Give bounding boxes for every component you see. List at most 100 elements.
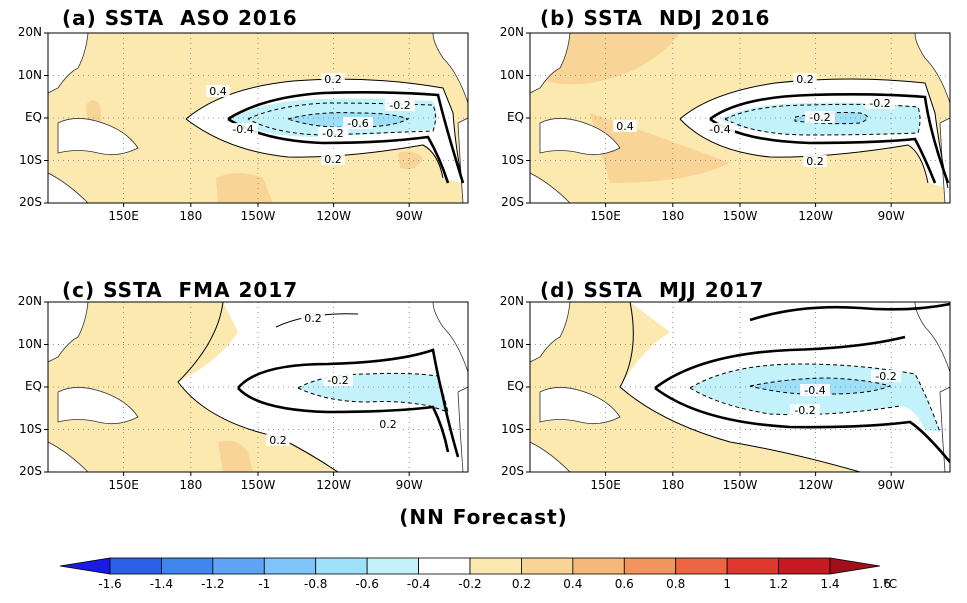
colorbar-bin xyxy=(161,557,214,575)
lon-tick-label: 90W xyxy=(395,478,423,492)
panel-title: (b) SSTA NDJ 2016 xyxy=(540,6,771,30)
coastline xyxy=(57,387,139,425)
coastline xyxy=(530,172,571,203)
colorbar-tick-label: -1.2 xyxy=(201,577,224,591)
lon-tick-label: 90W xyxy=(877,209,905,223)
coastline xyxy=(530,441,571,472)
contour-line xyxy=(689,387,901,416)
colorbar-bin xyxy=(109,557,162,575)
contour-line xyxy=(297,372,449,413)
coastline xyxy=(432,33,468,104)
lat-tick-label: 10N xyxy=(499,67,524,82)
lon-tick-label: 150W xyxy=(722,478,758,492)
panel-title: (d) SSTA MJJ 2017 xyxy=(540,278,765,302)
colorbar-tick-label: 0.8 xyxy=(666,577,685,591)
shaded-anomaly-field: 0.2 -0.2 0.2 0.2 xyxy=(48,302,468,472)
colorbar-bin xyxy=(366,557,419,575)
map-panel-2: 0.2 0.4 -0.2 -0.4 -0.2 0.2 xyxy=(526,32,951,207)
contour-label: -0.2 xyxy=(322,127,343,140)
lon-tick-label: 150E xyxy=(108,209,139,223)
lon-tick-label: 150W xyxy=(240,209,276,223)
lat-tick-label: 20S xyxy=(501,195,524,209)
colorbar-max-arrow xyxy=(829,557,881,575)
coastline xyxy=(57,118,139,156)
contour-label: -0.2 xyxy=(869,97,890,110)
contour-label: 0.4 xyxy=(616,120,634,133)
contour-line xyxy=(177,302,339,472)
coastline xyxy=(48,441,89,472)
coastline xyxy=(48,172,89,203)
colorbar-bin xyxy=(521,557,574,575)
colorbar-tick-label: 1.4 xyxy=(820,577,839,591)
colorbar-bin xyxy=(726,557,779,575)
lat-tick-label: 20S xyxy=(19,464,42,478)
contour-label: -0.4 xyxy=(232,123,253,136)
lon-tick-label: 180 xyxy=(179,478,203,492)
colorbar-tick-label: 0.2 xyxy=(512,577,531,591)
colorbar-tick-label: -0.6 xyxy=(355,577,378,591)
lat-tick-label: EQ xyxy=(24,110,42,124)
contour-label: 0.2 xyxy=(796,73,814,86)
colorbar-bin xyxy=(315,557,368,575)
contour-line xyxy=(794,112,868,125)
colorbar: -1.6 -1.4 -1.2 -1 -0.8 -0.6 -0.4 -0.2 0.2 0.4 0.6 0… xyxy=(59,557,897,591)
contour-label: 0.2 xyxy=(304,312,322,325)
colorbar-bin xyxy=(263,557,317,575)
contour-label: 0.2 xyxy=(324,73,342,86)
shaded-anomaly-field: 0.4 0.2 -0.2 -0.4 -0.2 -0.6 0.2 xyxy=(48,33,468,203)
lon-tick-label: 120W xyxy=(316,209,351,223)
colorbar-bin xyxy=(675,557,728,575)
colorbar-tick-label: 1.6 xyxy=(872,577,891,591)
contour-label: 0.4 xyxy=(209,85,227,98)
lon-tick-label: 120W xyxy=(316,478,351,492)
map-panel-3: 0.2 -0.2 0.2 0.2 xyxy=(44,301,469,476)
colorbar-bin xyxy=(623,557,677,575)
lon-tick-label: 180 xyxy=(179,209,203,223)
colorbar-tick-label: 1 xyxy=(723,577,731,591)
contour-label: 0.2 xyxy=(269,434,287,447)
colorbar-tick-label: -0.4 xyxy=(407,577,430,591)
lat-tick-label: 20N xyxy=(499,294,524,308)
lat-tick-label: 20S xyxy=(19,195,42,209)
coastline xyxy=(914,33,950,104)
colorbar-tick-label: 1.2 xyxy=(769,577,788,591)
contour-line xyxy=(709,93,950,184)
contour-line xyxy=(709,117,937,184)
contour-line xyxy=(247,102,436,136)
panel-title: (c) SSTA FMA 2017 xyxy=(62,278,299,302)
contour-line xyxy=(749,377,892,395)
lon-tick-label: 150E xyxy=(590,209,621,223)
colorbar-bin xyxy=(778,557,831,575)
contour-line xyxy=(227,91,465,184)
contour-line xyxy=(749,302,950,322)
contour-label: -0.2 xyxy=(794,404,815,417)
lat-tick-label: EQ xyxy=(506,110,524,124)
contour-label: 0.2 xyxy=(806,155,824,168)
lat-tick-label: 10S xyxy=(501,421,524,436)
contour-line xyxy=(724,103,921,136)
lat-tick-label: 20N xyxy=(17,294,42,308)
lat-tick-label: 20N xyxy=(499,25,524,39)
shaded-anomaly-field: -0.4 -0.2 -0.2 xyxy=(530,302,950,472)
contour-label: -0.2 xyxy=(389,99,410,112)
contour-label: 0.2 xyxy=(379,418,397,431)
lon-tick-label: 150W xyxy=(722,209,758,223)
coastline xyxy=(539,387,621,425)
contour-line xyxy=(237,348,460,458)
colorbar-tick-label: -1 xyxy=(258,577,270,591)
lon-tick-label: 120W xyxy=(798,209,833,223)
map-panel-4: -0.4 -0.2 -0.2 xyxy=(526,301,951,476)
contour-line xyxy=(679,78,949,189)
map-panel-1: 0.4 0.2 -0.2 -0.4 -0.2 -0.6 0.2 xyxy=(44,32,469,207)
lat-tick-label: 20S xyxy=(501,464,524,478)
forecast-caption: (NN Forecast) xyxy=(399,505,568,529)
shaded-anomaly-field: 0.2 0.4 -0.2 -0.4 -0.2 0.2 xyxy=(530,33,950,203)
colorbar-tick-label: -0.2 xyxy=(458,577,481,591)
colorbar-bin xyxy=(572,557,625,575)
lat-tick-label: 10S xyxy=(501,152,524,167)
colorbar-bin xyxy=(469,557,522,575)
colorbar-bin xyxy=(418,557,471,575)
colorbar-tick-label: 0.6 xyxy=(615,577,634,591)
lon-tick-label: 150E xyxy=(590,478,621,492)
colorbar-bin xyxy=(212,557,265,575)
